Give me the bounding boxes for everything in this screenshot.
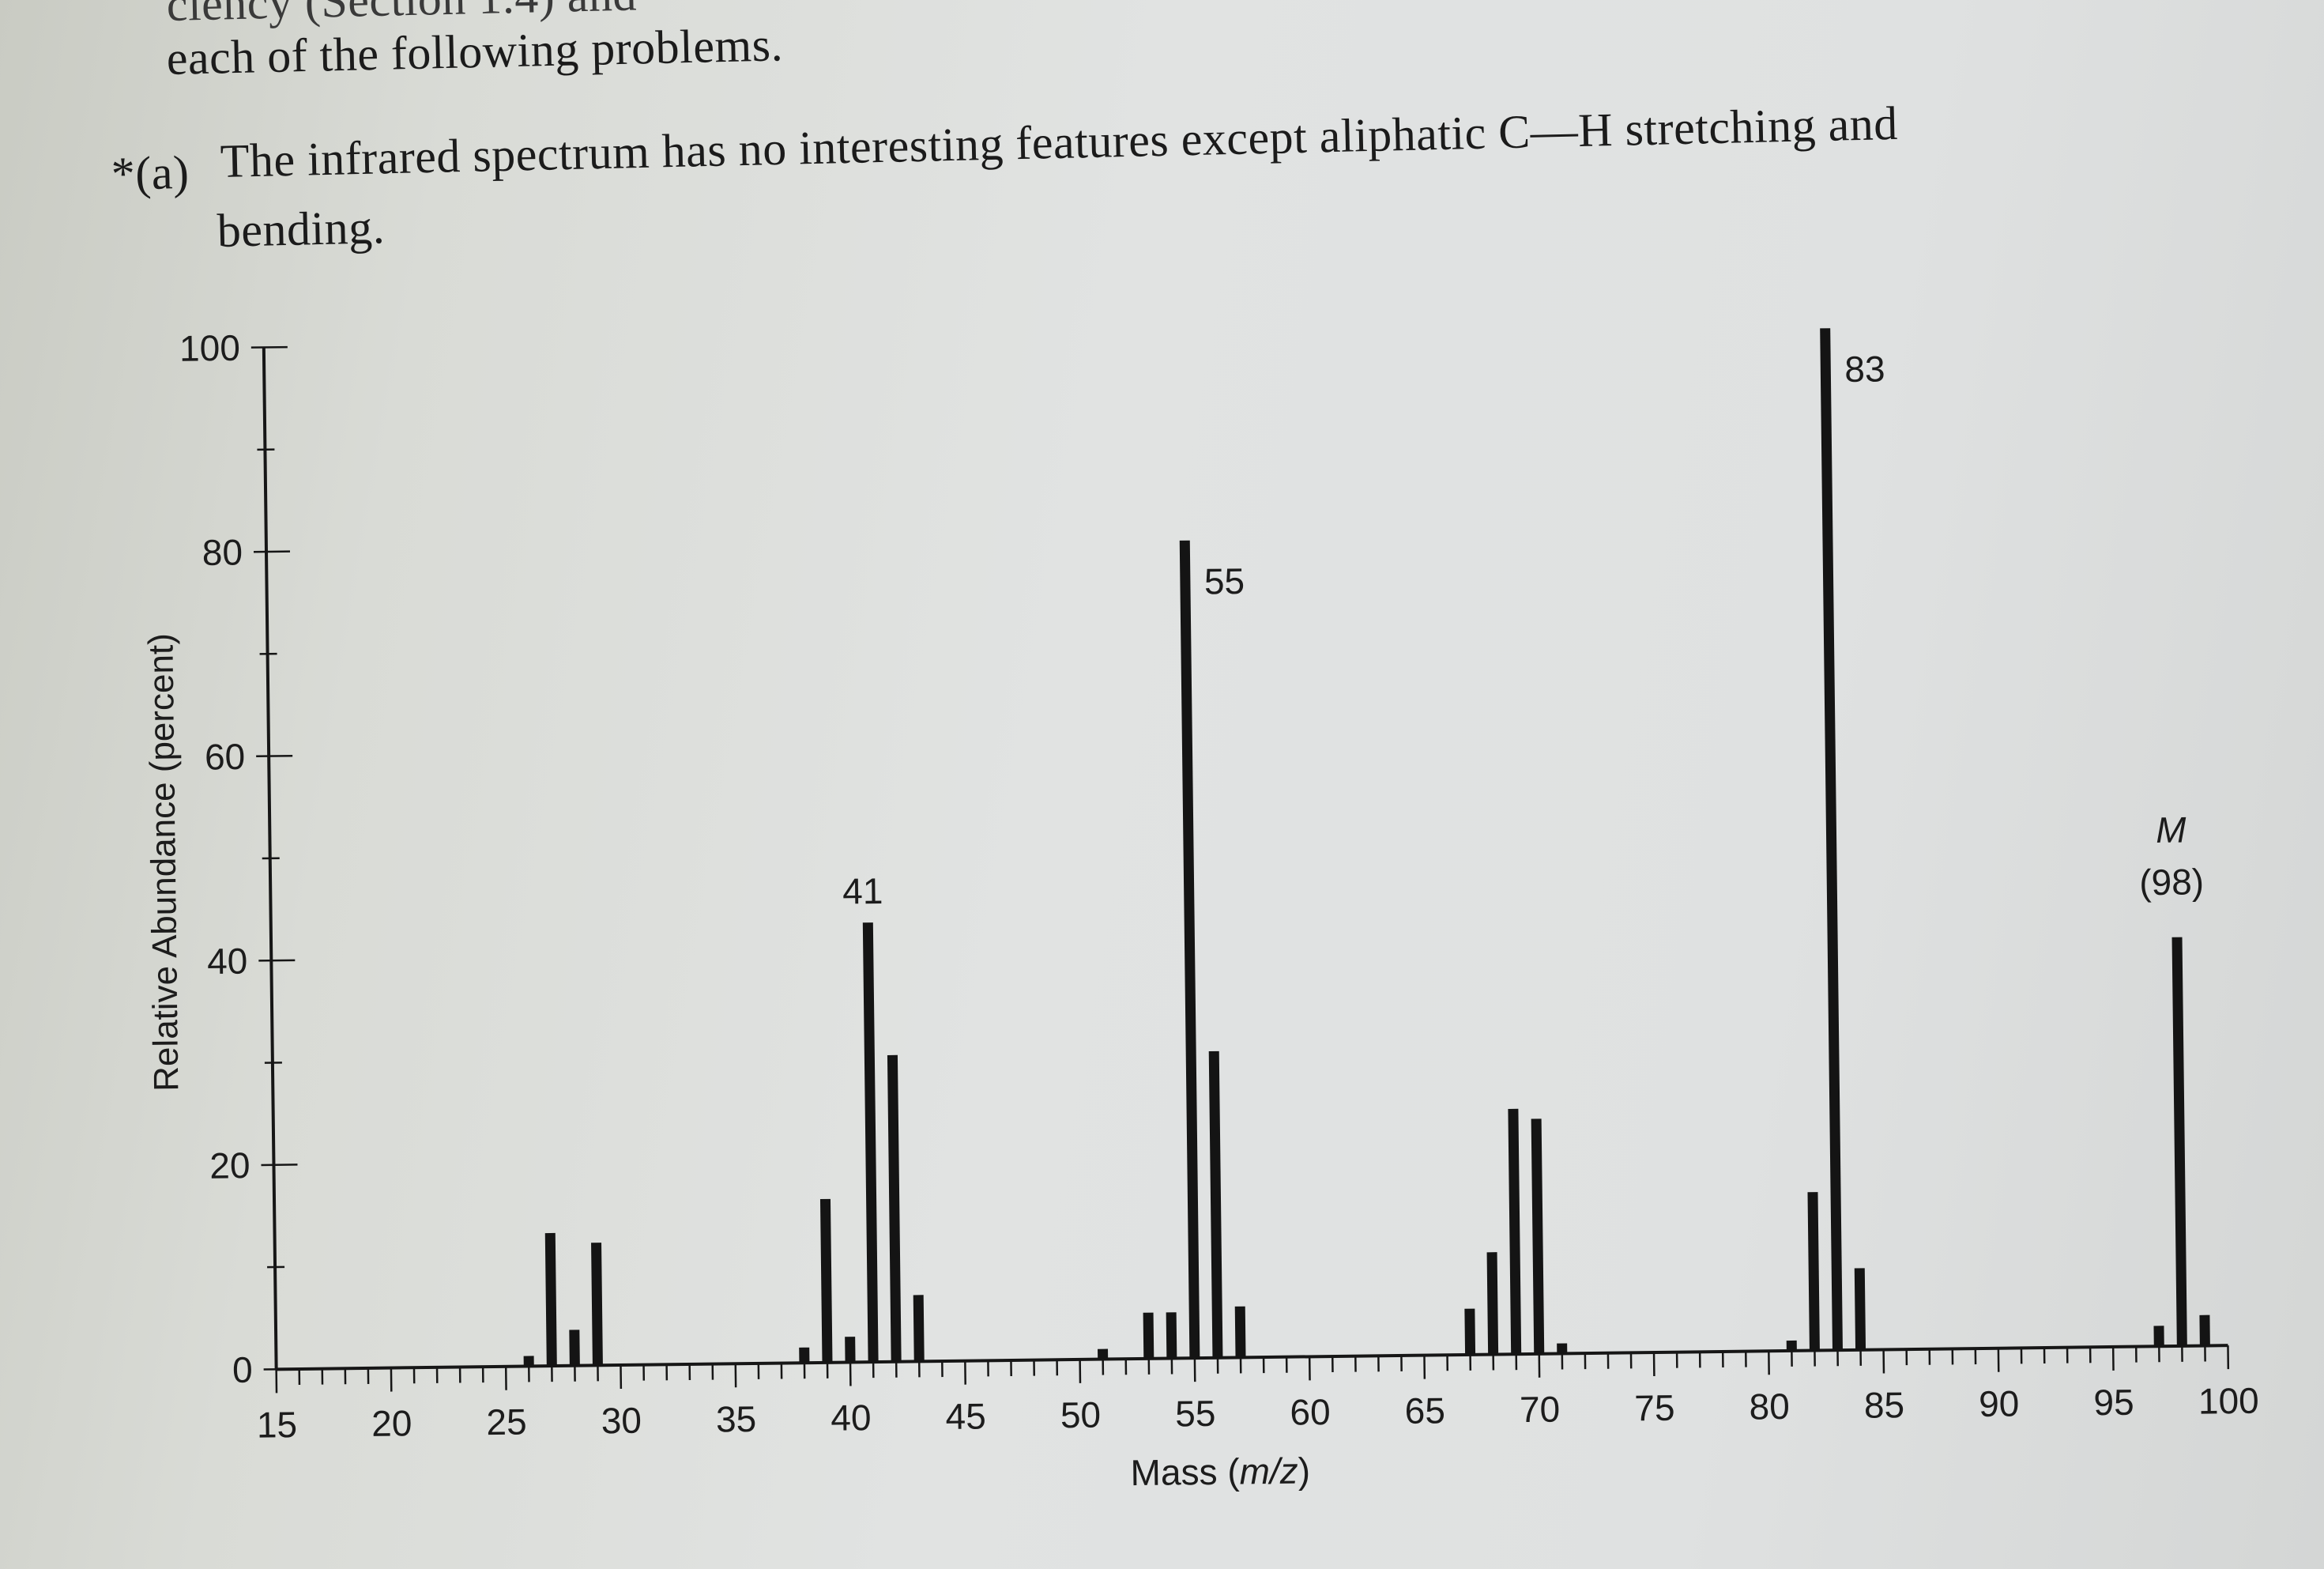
peak-bar-26: [523, 1356, 534, 1367]
x-tick-label: 35: [716, 1398, 757, 1440]
x-tick-label: 90: [1979, 1382, 2020, 1424]
y-axis-label: Relative Abundance (percent): [141, 633, 186, 1092]
peak-label-98-line-1: M: [2156, 809, 2187, 851]
peak-bar-29: [591, 1243, 603, 1366]
x-tick-label: 30: [601, 1400, 642, 1442]
peak-bar-71: [1557, 1343, 1568, 1354]
peak-bar-82: [1807, 1192, 1820, 1351]
peak-bar-98: [2171, 937, 2187, 1346]
x-tick-label: 60: [1290, 1391, 1331, 1433]
x-tick-label: 50: [1060, 1394, 1102, 1436]
x-tick-label: 20: [371, 1402, 412, 1444]
x-tick-label: 80: [1749, 1386, 1790, 1428]
y-major-tick: [250, 345, 288, 349]
y-tick-label: 0: [232, 1349, 253, 1390]
peak-bar-53: [1143, 1312, 1154, 1359]
y-major-tick: [253, 550, 291, 553]
peak-bar-40: [845, 1337, 856, 1363]
peak-label-98-line-2: (98): [2139, 861, 2204, 903]
peak-bar-57: [1234, 1306, 1246, 1358]
peak-bar-97: [2153, 1326, 2164, 1347]
peak-bar-54: [1166, 1312, 1177, 1359]
y-major-tick: [261, 1164, 298, 1167]
y-tick-label: 40: [207, 941, 248, 983]
peak-label-41: 41: [842, 870, 883, 912]
peak-bar-67: [1464, 1308, 1476, 1355]
x-tick-label: 15: [257, 1404, 298, 1446]
peak-bar-28: [569, 1330, 580, 1366]
peak-bar-27: [544, 1232, 557, 1367]
peak-label-55: 55: [1204, 560, 1245, 602]
peak-bar-83: [1820, 328, 1843, 1351]
peak-bar-69: [1508, 1108, 1522, 1355]
peak-bar-68: [1486, 1252, 1499, 1355]
peak-bar-43: [913, 1295, 925, 1362]
peak-bar-81: [1786, 1340, 1797, 1351]
x-tick-label: 55: [1175, 1393, 1216, 1435]
peak-bar-55: [1179, 540, 1200, 1359]
peak-label-83: 83: [1844, 348, 1885, 390]
x-tick-label: 100: [2198, 1380, 2259, 1422]
x-axis-line: [276, 1344, 2228, 1371]
peak-bar-70: [1531, 1118, 1545, 1354]
x-tick-label: 40: [831, 1397, 872, 1439]
x-tick-label: 70: [1520, 1389, 1561, 1431]
x-tick-label: 95: [2093, 1382, 2134, 1424]
y-major-tick: [258, 959, 296, 962]
y-major-tick: [263, 1367, 300, 1371]
x-tick-label: 85: [1864, 1384, 1905, 1426]
y-tick-label: 20: [209, 1145, 250, 1186]
y-tick-label: 60: [205, 736, 246, 778]
peak-bar-56: [1208, 1050, 1223, 1358]
peak-bar-42: [887, 1054, 902, 1362]
peak-bar-99: [2199, 1314, 2210, 1346]
peak-bar-51: [1098, 1348, 1109, 1360]
x-tick-label: 65: [1404, 1390, 1445, 1431]
peak-bar-39: [819, 1198, 833, 1363]
peak-bar-41: [862, 922, 879, 1363]
x-axis-label: Mass (m/z): [1130, 1450, 1310, 1493]
peak-bar-38: [799, 1347, 810, 1363]
x-tick-label: 45: [945, 1395, 986, 1437]
x-tick-label: 75: [1634, 1387, 1675, 1429]
peak-bar-84: [1854, 1268, 1866, 1350]
y-tick-label: 100: [179, 327, 240, 369]
x-tick-label: 25: [486, 1401, 527, 1443]
y-tick-label: 80: [202, 531, 243, 573]
